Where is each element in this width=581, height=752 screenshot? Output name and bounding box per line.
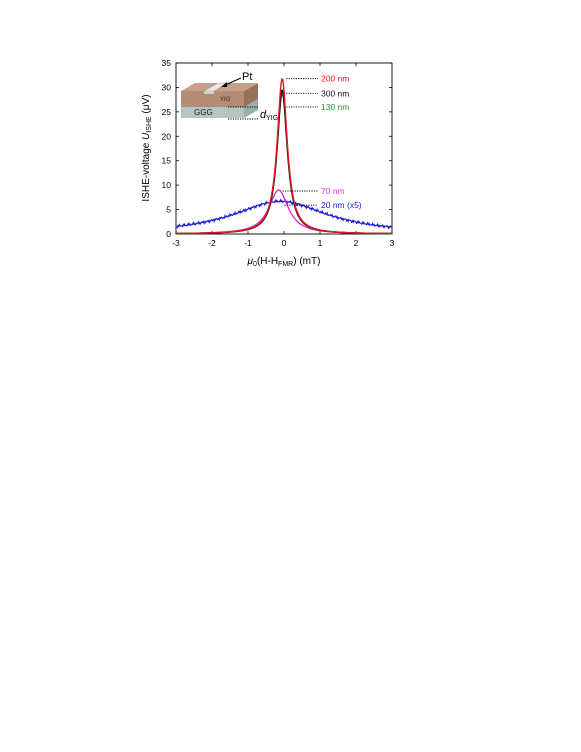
x-label-body-sub: FMR xyxy=(278,261,293,268)
d-yig-sub: YIG xyxy=(266,115,278,122)
series-label: 20 nm (x5) xyxy=(321,200,362,210)
d-yig-label: dYIG xyxy=(260,109,278,122)
series-label: 130 nm xyxy=(321,102,349,112)
pt-strip-front xyxy=(204,91,214,94)
ggg-label: GGG xyxy=(194,108,213,117)
ggg-front xyxy=(181,107,244,118)
x-tick-label: 1 xyxy=(318,238,323,248)
x-tick-label: -2 xyxy=(208,238,216,248)
y-label-suffix: (μV) xyxy=(141,94,152,116)
y-tick-label: 25 xyxy=(162,107,172,117)
series-label: 70 nm xyxy=(321,186,345,196)
series-label: 300 nm xyxy=(321,88,349,98)
x-label-prefix-sub: 0 xyxy=(253,261,257,268)
pt-arrowhead xyxy=(221,82,227,87)
x-axis-label: μ0(H-HFMR) (mT) xyxy=(247,256,321,268)
y-tick-label: 20 xyxy=(162,131,172,141)
yig-label: YIG xyxy=(220,97,231,103)
d-yig-var: d xyxy=(260,109,267,121)
yig-front xyxy=(181,91,244,107)
series-line xyxy=(175,189,392,235)
series-line xyxy=(175,198,393,230)
y-label-var: U xyxy=(141,132,152,140)
y-tick-label: 30 xyxy=(162,82,172,92)
series-labels: 200 nm 300 nm 130 nm 70 nm 20 nm (x5) xyxy=(282,74,362,210)
x-tick-label: 0 xyxy=(282,238,287,248)
y-tick-label: 15 xyxy=(162,156,172,166)
ggg-side xyxy=(244,99,258,118)
y-tick-label: 10 xyxy=(162,180,172,190)
series-line xyxy=(175,78,393,235)
inset-schematic: Pt GGG YIG dYIG xyxy=(181,71,278,122)
series-curves xyxy=(175,78,393,235)
x-tick-label: 2 xyxy=(354,238,359,248)
x-tick-label: -1 xyxy=(244,238,252,248)
x-label-suffix: ) (mT) xyxy=(293,256,320,267)
y-axis-ticks: 0 5 10 15 20 25 30 35 xyxy=(162,58,392,239)
y-tick-label: 35 xyxy=(162,58,172,68)
y-tick-label: 0 xyxy=(166,229,171,239)
pt-label: Pt xyxy=(242,71,252,83)
y-tick-label: 5 xyxy=(166,205,171,215)
x-tick-label: -3 xyxy=(172,238,180,248)
series-label: 200 nm xyxy=(321,74,349,84)
y-axis-label: ISHE-voltage UISHE (μV) xyxy=(141,94,153,201)
x-tick-label: 3 xyxy=(390,238,395,248)
y-label-var-sub: ISHE xyxy=(146,116,153,133)
x-axis-ticks: -3 -2 -1 0 1 2 3 xyxy=(172,63,395,248)
x-label-body: (H-H xyxy=(257,256,278,267)
y-label-prefix: ISHE-voltage xyxy=(141,140,152,202)
x-label-prefix: μ xyxy=(247,256,254,267)
